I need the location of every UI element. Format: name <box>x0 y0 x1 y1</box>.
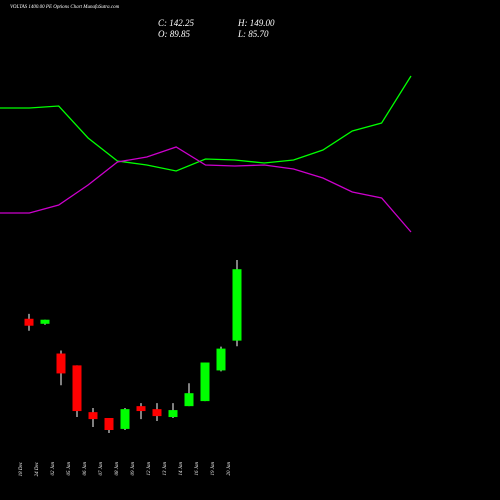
candle-body <box>56 353 66 374</box>
candle-body <box>136 406 146 412</box>
x-tick-label: 12 Jan <box>147 462 152 476</box>
candle-body <box>200 362 210 402</box>
candle-body <box>104 418 114 431</box>
candle-body <box>184 393 194 407</box>
ohlc-text: H: 149.00 <box>237 18 275 28</box>
x-tick-label: 07 Jan <box>99 462 104 476</box>
candle-body <box>232 269 242 341</box>
x-tick-label: 24 Dec <box>35 461 40 476</box>
x-tick-label: 13 Jan <box>163 462 168 476</box>
overlay-line <box>0 146 412 233</box>
overlay-line <box>0 75 412 172</box>
ohlc-text: C: 142.25 <box>158 18 195 28</box>
candle-body <box>120 409 130 429</box>
candle-body <box>152 409 162 417</box>
candle-body <box>72 365 82 412</box>
x-tick-label: 09 Jan <box>131 462 136 476</box>
x-tick-label: 18 Dec <box>19 461 24 476</box>
ohlc-text: O: 89.85 <box>158 29 190 39</box>
chart-title: VOLTAS 1400.00 PE Options Chart MunafaSu… <box>10 5 120 10</box>
x-tick-label: 14 Jan <box>179 462 184 476</box>
x-tick-label: 05 Jan <box>67 462 72 476</box>
candle-body <box>216 348 226 371</box>
x-tick-label: 08 Jan <box>115 462 120 476</box>
candle-body <box>88 412 98 420</box>
x-tick-label: 19 Jan <box>211 462 216 476</box>
x-tick-label: 20 Jan <box>227 462 232 476</box>
candle-body <box>40 319 50 324</box>
x-tick-label: 16 Jan <box>195 462 200 476</box>
candle-body <box>24 318 34 326</box>
ohlc-text: L: 85.70 <box>237 29 269 39</box>
x-tick-label: 06 Jan <box>83 462 88 476</box>
candle-body <box>168 410 178 418</box>
x-tick-label: 02 Jan <box>51 462 56 476</box>
